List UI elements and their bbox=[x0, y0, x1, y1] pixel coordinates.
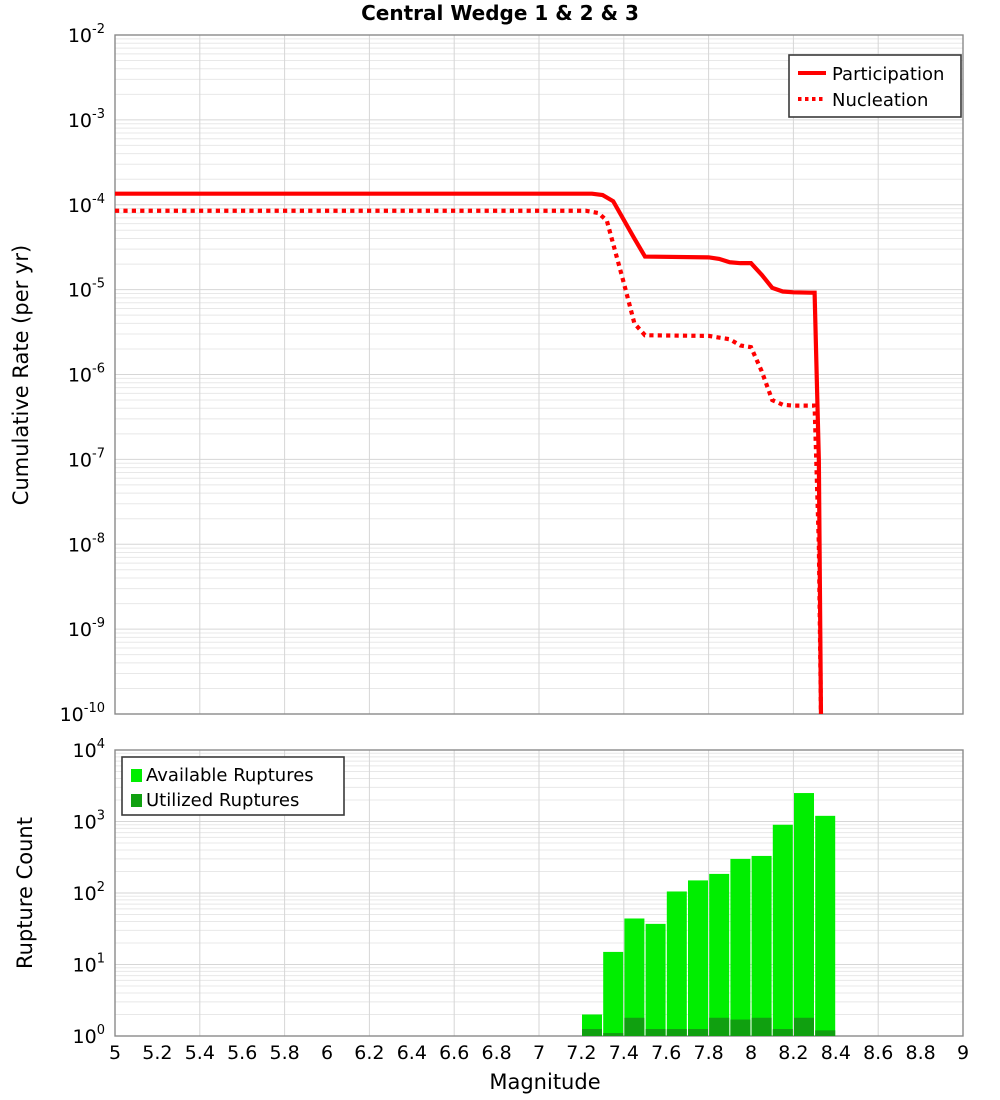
x-tick-label: 6 bbox=[321, 1042, 333, 1064]
x-tick-label: 8.8 bbox=[905, 1042, 935, 1064]
available-ruptures-swatch bbox=[131, 769, 142, 782]
utilized-rupture-bar bbox=[688, 1029, 708, 1036]
x-tick-label: 8.4 bbox=[821, 1042, 851, 1064]
x-tick-label: 7.8 bbox=[693, 1042, 723, 1064]
utilized-rupture-bar bbox=[624, 1017, 645, 1036]
x-axis-label: Magnitude bbox=[489, 1070, 600, 1094]
top-legend-item-participation: Participation bbox=[832, 64, 944, 85]
top-legend-item-nucleation: Nucleation bbox=[832, 90, 928, 111]
bottom-legend-item-utilized: Utilized Ruptures bbox=[146, 790, 299, 811]
top-panel-curves bbox=[115, 191, 824, 714]
top-panel-y-axis-label: Cumulative Rate (per yr) bbox=[9, 245, 33, 505]
utilized-rupture-bar bbox=[582, 1029, 602, 1036]
x-tick-label: 5.8 bbox=[269, 1042, 299, 1064]
page-title: Central Wedge 1 & 2 & 3 bbox=[361, 1, 639, 25]
utilized-rupture-bar bbox=[730, 1019, 751, 1036]
curve-participation bbox=[115, 191, 824, 714]
utilized-rupture-bar bbox=[709, 1017, 730, 1036]
utilized-rupture-bar bbox=[751, 1017, 772, 1036]
top-panel-gridlines bbox=[114, 34, 964, 715]
top-legend-box bbox=[788, 54, 962, 118]
svg-text:10-4: 10-4 bbox=[68, 192, 105, 217]
bottom-legend-box bbox=[121, 756, 345, 816]
svg-text:10-10: 10-10 bbox=[60, 701, 105, 726]
utilized-rupture-bar bbox=[645, 1029, 666, 1036]
x-tick-label: 5.6 bbox=[227, 1042, 257, 1064]
x-tick-label: 5.2 bbox=[142, 1042, 172, 1064]
available-rupture-bar bbox=[645, 923, 666, 1036]
utilized-rupture-bar bbox=[794, 1017, 814, 1036]
utilized-rupture-bar bbox=[603, 1033, 624, 1036]
svg-text:102: 102 bbox=[73, 880, 105, 905]
x-tick-label: 7 bbox=[533, 1042, 545, 1064]
top-panel-y-ticks: 10-2 10-3 10-4 10-5 10-6 10-7 10-8 10-9 10-10 bbox=[60, 22, 105, 726]
x-axis-ticks: 5 5.2 5.4 5.6 5.8 6 6.2 6.4 6.6 6.8 7 7.2 7.4 7.6 7.8 8… bbox=[109, 1042, 969, 1064]
svg-text:100: 100 bbox=[73, 1023, 105, 1048]
utilized-rupture-bar bbox=[772, 1029, 793, 1036]
x-tick-label: 8 bbox=[745, 1042, 757, 1064]
top-panel: 10-2 10-3 10-4 10-5 10-6 10-7 10-8 10-9 10-10 Cu… bbox=[9, 22, 964, 726]
x-tick-label: 7.4 bbox=[609, 1042, 639, 1064]
x-tick-label: 5.4 bbox=[185, 1042, 215, 1064]
bottom-panel: 104 103 102 101 100 Rupture Count Available … bbox=[13, 737, 964, 1048]
utilized-rupture-bar bbox=[666, 1029, 687, 1036]
x-tick-label: 6.6 bbox=[439, 1042, 469, 1064]
utilized-ruptures-swatch bbox=[131, 794, 142, 807]
svg-text:10-8: 10-8 bbox=[68, 531, 105, 556]
svg-text:104: 104 bbox=[73, 737, 105, 762]
svg-text:101: 101 bbox=[73, 952, 105, 977]
available-rupture-bar bbox=[603, 951, 624, 1036]
bottom-legend-item-available: Available Ruptures bbox=[146, 765, 314, 786]
svg-text:10-9: 10-9 bbox=[68, 616, 105, 641]
x-tick-label: 5 bbox=[109, 1042, 121, 1064]
available-rupture-bar bbox=[624, 918, 645, 1036]
bottom-panel-y-axis-label: Rupture Count bbox=[13, 817, 37, 969]
rupture-count-bars bbox=[582, 793, 836, 1036]
x-tick-label: 8.2 bbox=[778, 1042, 808, 1064]
x-tick-label: 6.8 bbox=[481, 1042, 511, 1064]
available-rupture-bar bbox=[815, 815, 836, 1036]
available-rupture-bar bbox=[794, 793, 814, 1036]
available-rupture-bar bbox=[730, 858, 751, 1036]
x-tick-label: 9 bbox=[957, 1042, 969, 1064]
curve-nucleation bbox=[115, 208, 824, 714]
x-tick-label: 6.2 bbox=[354, 1042, 384, 1064]
utilized-rupture-bar bbox=[815, 1030, 836, 1036]
top-panel-legend[interactable]: Participation Nucleation bbox=[788, 54, 962, 118]
available-rupture-bar bbox=[688, 880, 708, 1036]
available-rupture-bar bbox=[751, 855, 772, 1036]
svg-text:10-6: 10-6 bbox=[68, 362, 105, 387]
top-panel-frame bbox=[114, 34, 964, 715]
svg-text:10-3: 10-3 bbox=[68, 107, 105, 132]
x-tick-label: 7.6 bbox=[651, 1042, 681, 1064]
bottom-panel-y-ticks: 104 103 102 101 100 bbox=[73, 737, 105, 1048]
bottom-panel-legend[interactable]: Available Ruptures Utilized Ruptures bbox=[121, 756, 345, 816]
x-tick-label: 7.2 bbox=[566, 1042, 596, 1064]
bottom-panel-frame bbox=[114, 749, 964, 1037]
svg-text:10-2: 10-2 bbox=[68, 22, 105, 47]
svg-text:10-7: 10-7 bbox=[68, 446, 105, 471]
x-tick-label: 8.6 bbox=[863, 1042, 893, 1064]
available-rupture-bar bbox=[772, 824, 793, 1036]
svg-text:10-5: 10-5 bbox=[68, 277, 105, 302]
x-tick-label: 6.4 bbox=[397, 1042, 427, 1064]
svg-text:103: 103 bbox=[73, 809, 105, 834]
available-rupture-bar bbox=[666, 891, 687, 1036]
available-rupture-bar bbox=[709, 873, 730, 1036]
